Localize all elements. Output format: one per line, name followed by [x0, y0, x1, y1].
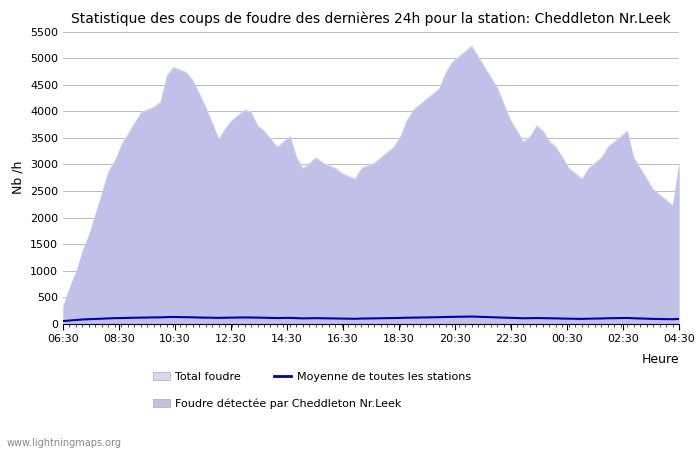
Y-axis label: Nb /h: Nb /h [11, 161, 25, 194]
Text: www.lightningmaps.org: www.lightningmaps.org [7, 438, 122, 448]
Title: Statistique des coups de foudre des dernières 24h pour la station: Cheddleton Nr: Statistique des coups de foudre des dern… [71, 12, 671, 26]
Text: Heure: Heure [641, 353, 679, 366]
Legend: Foudre détectée par Cheddleton Nr.Leek: Foudre détectée par Cheddleton Nr.Leek [148, 394, 406, 413]
